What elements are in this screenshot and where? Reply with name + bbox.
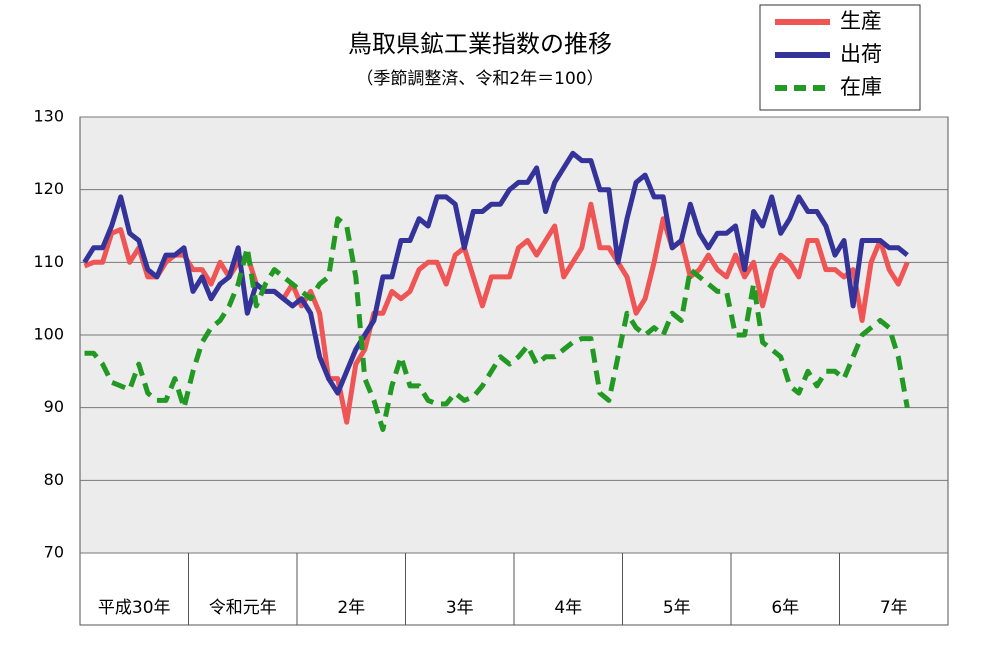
y-tick-label: 100 bbox=[33, 325, 64, 344]
legend-label: 生産 bbox=[840, 9, 882, 33]
y-tick-label: 110 bbox=[33, 252, 64, 271]
chart-subtitle: （季節調整済、令和2年＝100） bbox=[356, 69, 603, 89]
legend-label: 出荷 bbox=[840, 42, 882, 66]
x-tick-label: 6年 bbox=[771, 598, 799, 618]
x-tick-label: 4年 bbox=[554, 598, 582, 618]
x-tick-label: 2年 bbox=[337, 598, 365, 618]
series-line bbox=[83, 201, 910, 425]
y-tick-label: 80 bbox=[44, 470, 64, 489]
x-tick-label: 3年 bbox=[446, 598, 474, 618]
y-tick-label: 90 bbox=[44, 397, 64, 416]
x-tick-label: 令和元年 bbox=[209, 598, 277, 618]
series-line bbox=[82, 150, 909, 396]
y-tick-label: 70 bbox=[44, 543, 64, 562]
series-line bbox=[84, 216, 910, 432]
chart-title: 鳥取県鉱工業指数の推移 bbox=[348, 30, 612, 58]
legend-label: 在庫 bbox=[840, 75, 882, 99]
y-tick-label: 130 bbox=[33, 107, 64, 126]
x-tick-label: 7年 bbox=[880, 598, 908, 618]
y-tick-label: 120 bbox=[33, 179, 64, 198]
x-tick-label: 平成30年 bbox=[98, 598, 171, 618]
x-tick-label: 5年 bbox=[663, 598, 691, 618]
